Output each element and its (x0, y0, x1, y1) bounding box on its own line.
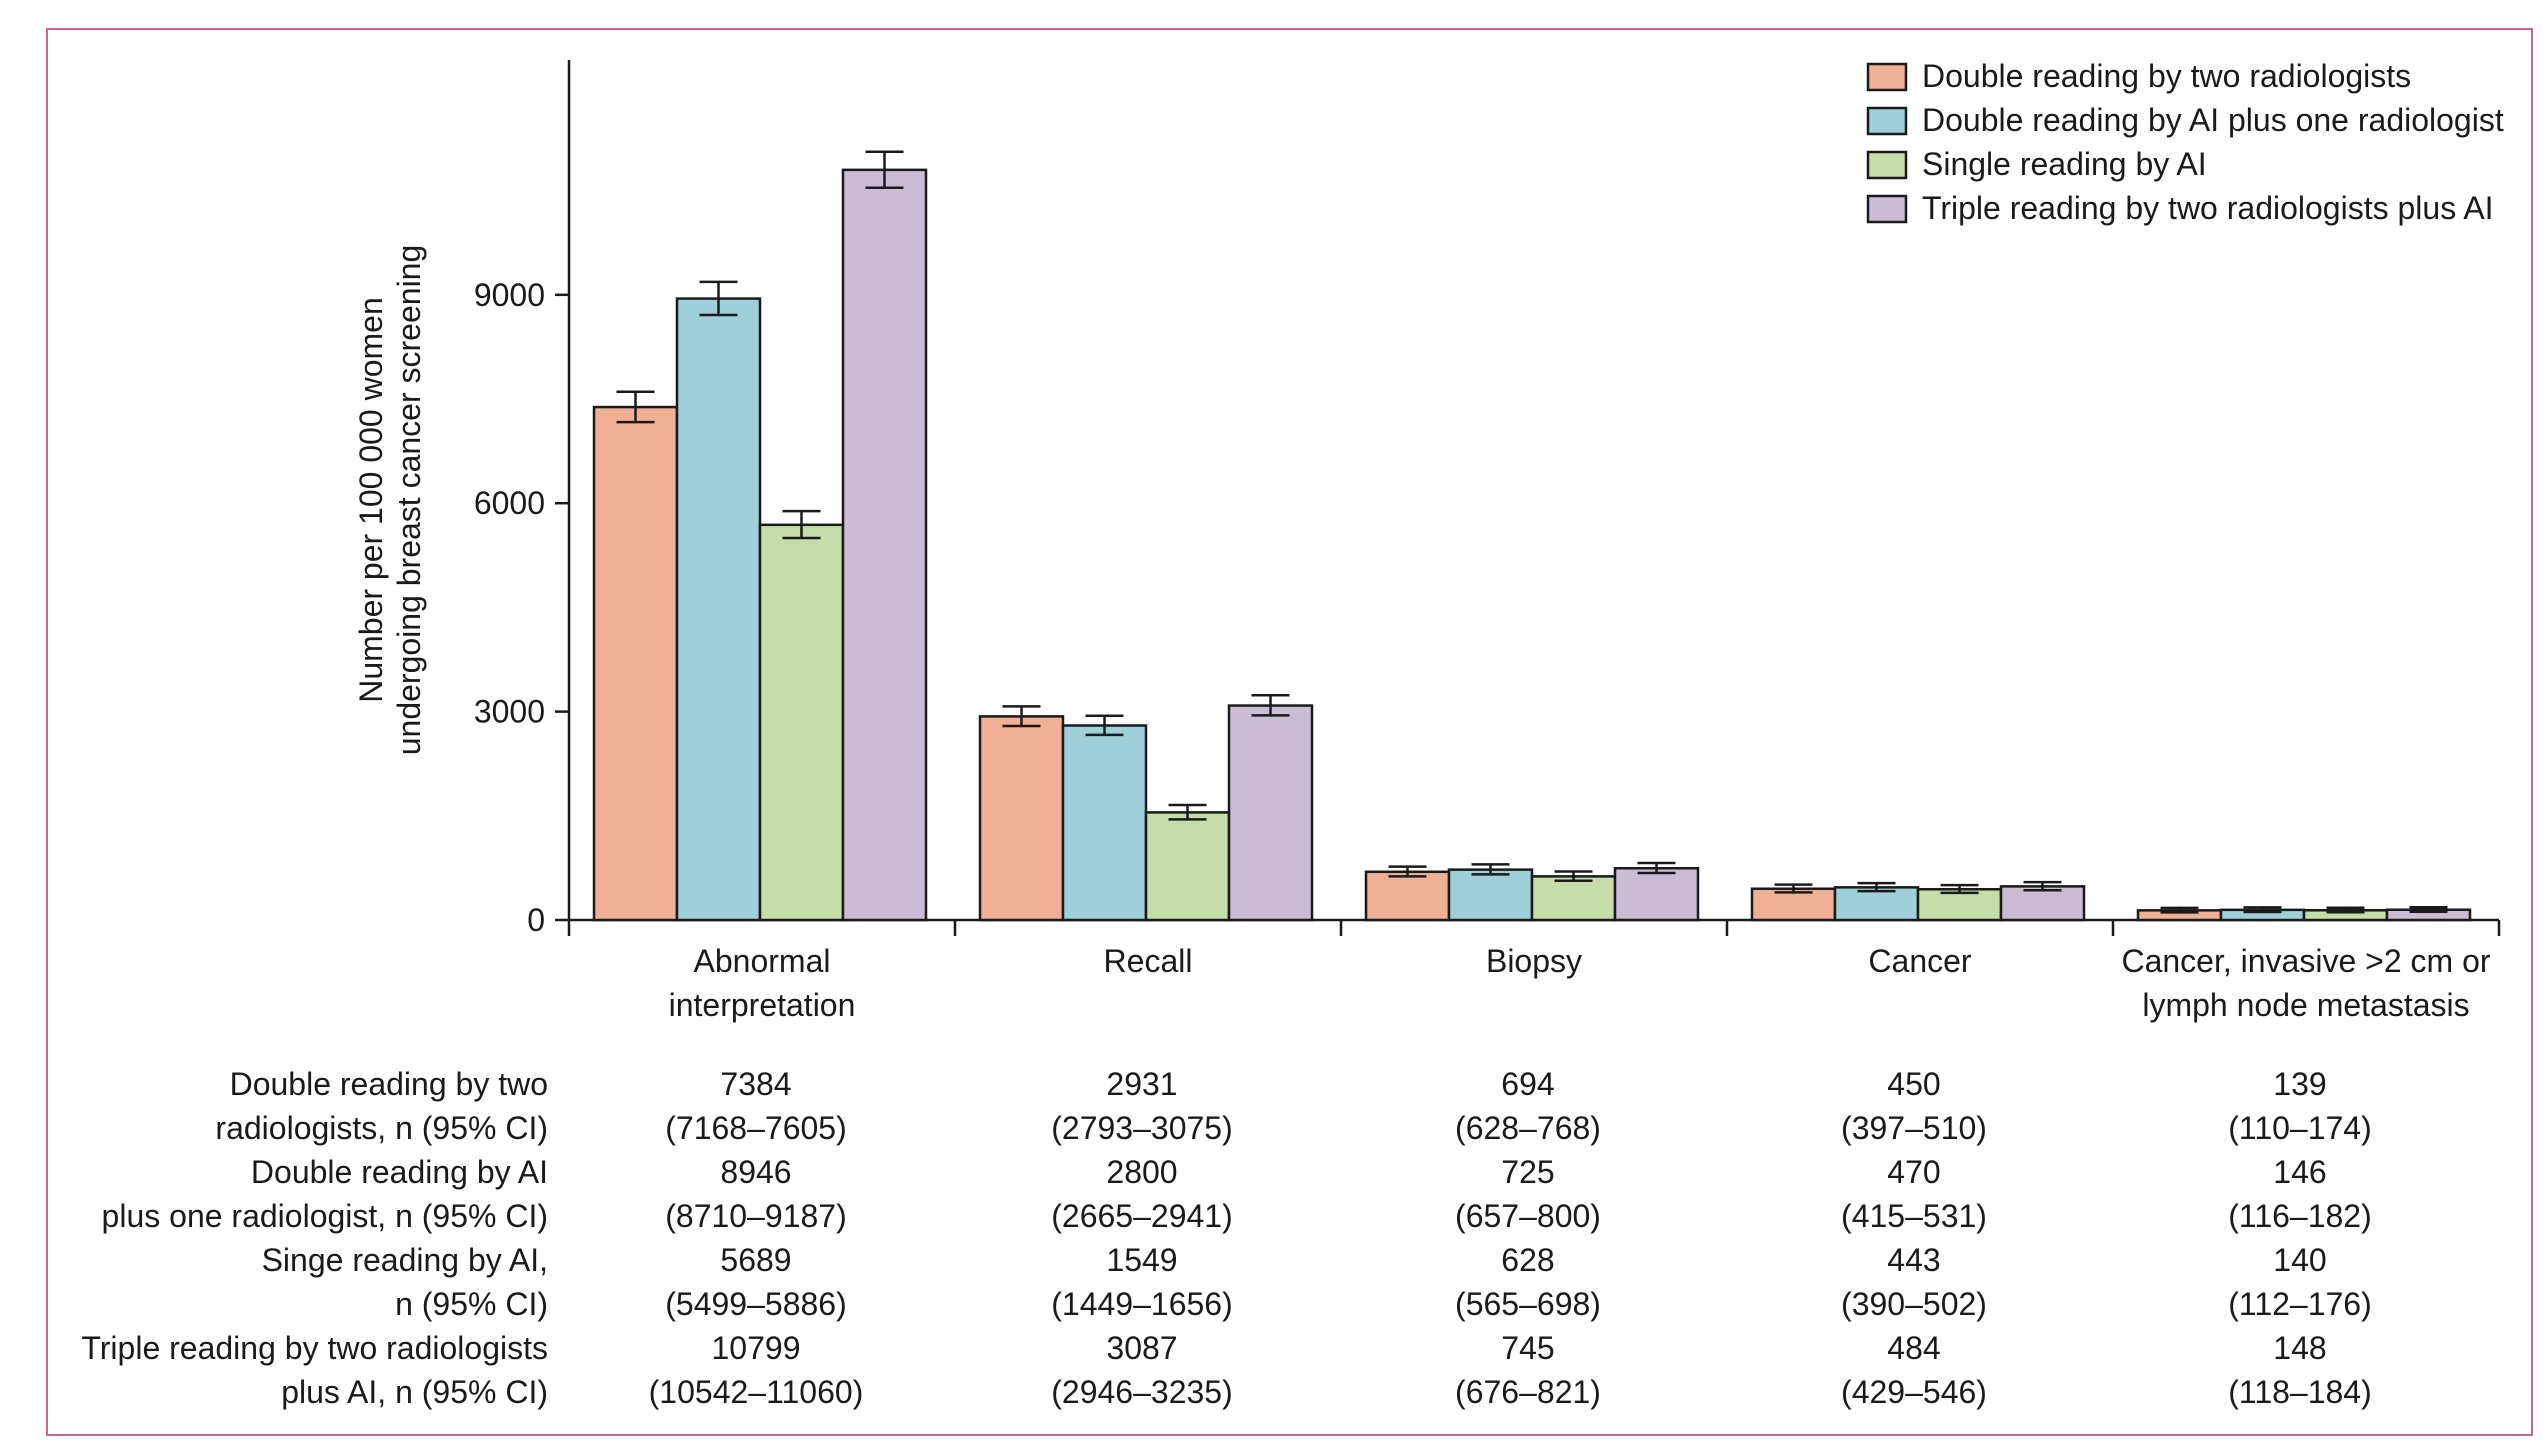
table-cell: 725 (1501, 1154, 1554, 1190)
table-cell: (628–768) (1455, 1110, 1601, 1146)
table-cell: 146 (2273, 1154, 2326, 1190)
table-cell: 139 (2273, 1066, 2326, 1102)
bar (1364, 870, 1451, 922)
table-cell: (5499–5886) (665, 1286, 846, 1322)
table-row-label: Double reading by AI (251, 1154, 548, 1190)
table-cell: 2931 (1106, 1066, 1177, 1102)
table-cell: (2665–2941) (1051, 1198, 1232, 1234)
table-cell: 2800 (1106, 1154, 1177, 1190)
table-row-label: Triple reading by two radiologists (81, 1330, 548, 1366)
bar (1227, 704, 1314, 922)
legend-swatch (1866, 150, 1908, 180)
table-cell: (7168–7605) (665, 1110, 846, 1146)
legend-label: Double reading by two radiologists (1922, 58, 2411, 94)
x-category-label: lymph node metastasis (2142, 987, 2469, 1023)
y-axis-title-line: undergoing breast cancer screening (391, 245, 427, 756)
y-tick-label: 0 (527, 902, 545, 938)
table-cell: 484 (1887, 1330, 1940, 1366)
legend-swatch (1866, 106, 1908, 136)
legend-label: Single reading by AI (1922, 146, 2207, 182)
bar (1530, 875, 1617, 922)
table-cell: 745 (1501, 1330, 1554, 1366)
table-row-label: plus AI, n (95% CI) (281, 1374, 548, 1410)
y-tick-label: 6000 (474, 485, 545, 521)
table-cell: 140 (2273, 1242, 2326, 1278)
table-cell: (397–510) (1841, 1110, 1987, 1146)
table-cell: (112–176) (2228, 1286, 2372, 1322)
bar (1916, 887, 2003, 922)
table-cell: 628 (1501, 1242, 1554, 1278)
table-cell: (415–531) (1841, 1198, 1987, 1234)
x-category-label: Cancer (1868, 943, 1972, 979)
table-cell: (676–821) (1455, 1374, 1601, 1410)
table-cell: (8710–9187) (665, 1198, 846, 1234)
table-cell: (116–182) (2228, 1198, 2372, 1234)
table-cell: 148 (2273, 1330, 2326, 1366)
table-cell: (565–698) (1455, 1286, 1601, 1322)
table-cell: 10799 (712, 1330, 801, 1366)
table-cell: 8946 (720, 1154, 791, 1190)
bar (1613, 866, 1700, 922)
table-cell: 443 (1887, 1242, 1940, 1278)
table-cell: (657–800) (1455, 1198, 1601, 1234)
x-category-label: Biopsy (1486, 943, 1582, 979)
bar (1447, 868, 1534, 922)
table-cell: 694 (1501, 1066, 1554, 1102)
table-cell: 470 (1887, 1154, 1940, 1190)
bar (758, 523, 845, 922)
table-row-label: plus one radiologist, n (95% CI) (102, 1198, 548, 1234)
table-row-label: radiologists, n (95% CI) (215, 1110, 548, 1146)
x-category-label: Abnormal (694, 943, 831, 979)
y-tick-label: 9000 (474, 277, 545, 313)
table-cell: (10542–11060) (649, 1374, 864, 1410)
y-tick-label: 3000 (474, 694, 545, 730)
table-cell: (429–546) (1841, 1374, 1987, 1410)
figure-frame (46, 28, 2533, 1436)
legend-swatch (1866, 194, 1908, 224)
table-row-label: Singe reading by AI, (262, 1242, 548, 1278)
table-cell: (1449–1656) (1051, 1286, 1232, 1322)
y-axis-title-line: Number per 100 000 women (353, 297, 389, 703)
table-cell: 5689 (720, 1242, 791, 1278)
table-cell: 450 (1887, 1066, 1940, 1102)
legend-label: Triple reading by two radiologists plus … (1922, 190, 2494, 226)
table-cell: 3087 (1106, 1330, 1177, 1366)
x-category-label: interpretation (669, 987, 856, 1023)
bar (1061, 724, 1148, 922)
bar (1750, 887, 1837, 922)
x-category-label: Cancer, invasive >2 cm or (2121, 943, 2490, 979)
table-cell: (110–174) (2228, 1110, 2372, 1146)
table-cell: (2793–3075) (1051, 1110, 1232, 1146)
legend-swatch (1866, 62, 1908, 92)
table-row-label: n (95% CI) (395, 1286, 548, 1322)
bar (978, 715, 1065, 922)
bar (592, 405, 679, 922)
table-cell: (118–184) (2228, 1374, 2372, 1410)
table-cell: 7384 (720, 1066, 791, 1102)
x-category-label: Recall (1104, 943, 1193, 979)
bar (1144, 811, 1231, 922)
bar (675, 297, 762, 922)
table-cell: (390–502) (1841, 1286, 1987, 1322)
bar (841, 168, 928, 922)
legend-label: Double reading by AI plus one radiologis… (1922, 102, 2504, 138)
y-axis-title: Number per 100 000 women undergoing breas… (353, 245, 427, 756)
table-row-label: Double reading by two (230, 1066, 548, 1102)
table-cell: (2946–3235) (1051, 1374, 1232, 1410)
table-cell: 1549 (1106, 1242, 1177, 1278)
bar (1999, 885, 2086, 922)
